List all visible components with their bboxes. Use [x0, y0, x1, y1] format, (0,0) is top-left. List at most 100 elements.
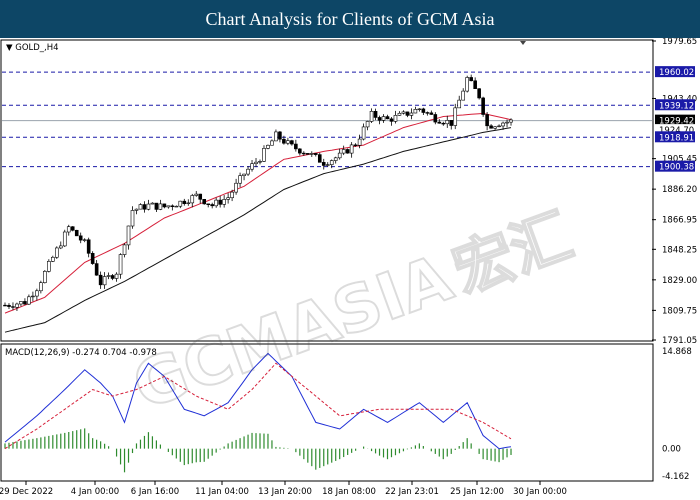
price-label: 1929.42 — [659, 117, 694, 127]
candle-body — [337, 152, 342, 159]
candle-body — [230, 191, 234, 199]
candle-body — [377, 117, 382, 121]
candle-body — [234, 182, 238, 193]
candle-body — [66, 226, 71, 233]
candle-body — [461, 90, 466, 101]
candle-body — [242, 173, 246, 176]
candle-body — [270, 140, 274, 146]
level-lines — [2, 71, 652, 168]
candle-body — [313, 153, 318, 155]
candle-body — [345, 149, 350, 154]
candle-body — [62, 231, 67, 247]
x-tick-label: 13 Jan 20:00 — [258, 487, 312, 497]
candle-body — [138, 204, 143, 210]
y-tick-label: 1809.75 — [662, 306, 697, 316]
y-tick-label: 1866.95 — [662, 216, 697, 226]
candle-body — [182, 200, 187, 204]
candle-body — [27, 296, 31, 305]
candle-body — [106, 275, 111, 277]
candle-body — [186, 202, 191, 204]
candle-body — [43, 271, 47, 283]
candle-body — [118, 254, 123, 275]
candle-body — [226, 197, 230, 200]
y-tick-label: 1848.25 — [662, 245, 697, 255]
candle-body — [190, 195, 195, 204]
candle-body — [47, 261, 51, 272]
candle-body — [473, 80, 477, 89]
candle-body — [349, 144, 354, 154]
candle-body — [31, 295, 35, 298]
price-label-box — [655, 124, 695, 136]
x-tick-label: 4 Jan 00:00 — [71, 487, 119, 497]
candle-body — [445, 120, 450, 125]
ma-line-red — [4, 112, 512, 314]
candle-body — [94, 263, 99, 276]
candle-body — [465, 77, 469, 92]
candle-body — [202, 199, 207, 205]
candle-body — [15, 303, 19, 308]
candle-body — [290, 140, 294, 145]
candle-body — [401, 111, 406, 114]
x-tick-label: 22 Jan 23:01 — [385, 487, 439, 497]
candle-body — [170, 205, 175, 207]
candle-body — [254, 161, 258, 165]
candle-body — [449, 120, 454, 126]
candle-body — [413, 108, 418, 114]
candle-body — [302, 152, 306, 155]
price-label-box — [655, 114, 695, 126]
candle-body — [509, 119, 513, 123]
candle-body — [150, 202, 155, 205]
candle-body — [39, 282, 43, 292]
candle-body — [250, 163, 254, 170]
candle-body — [325, 164, 330, 166]
candle-body — [130, 210, 135, 227]
candle-body — [114, 273, 119, 279]
candle-body — [485, 114, 489, 127]
candle-body — [505, 121, 509, 124]
candle-body — [437, 121, 442, 124]
signal-line — [4, 362, 512, 450]
y-tick-label: 1905.45 — [662, 155, 697, 165]
candles — [3, 74, 513, 311]
main-panel-frame — [0, 39, 654, 342]
y-tick-label: 1829.00 — [662, 276, 697, 286]
candle-body — [178, 200, 183, 207]
candle-body — [357, 138, 362, 146]
candle-body — [206, 203, 211, 205]
candle-body — [54, 247, 59, 258]
candle-body — [429, 112, 434, 115]
candle-body — [82, 239, 87, 241]
candle-body — [453, 107, 458, 126]
candle-body — [158, 203, 163, 210]
candle-body — [7, 304, 11, 307]
candle-body — [266, 144, 270, 149]
price-label: 1924.70 — [659, 126, 694, 136]
candle-body — [441, 122, 446, 125]
candle-body — [278, 131, 282, 140]
candle-body — [389, 118, 394, 122]
y-tick-label: 1886.20 — [662, 185, 697, 195]
x-tick-label: 29 Dec 2022 — [0, 487, 53, 497]
candle-body — [142, 204, 147, 210]
candle-body — [341, 149, 346, 154]
candle-body — [122, 244, 127, 255]
price-label-box — [655, 66, 695, 78]
macd-label: MACD(12,26,9) -0.274 0.704 -0.978 — [5, 348, 157, 358]
y-axis: 1979.651943.401905.451886.201866.951848.… — [652, 38, 697, 346]
candle-body — [501, 122, 505, 127]
candle-body — [86, 239, 91, 254]
candle-body — [298, 148, 302, 154]
candle-body — [317, 154, 322, 163]
x-tick-label: 18 Jan 08:00 — [322, 487, 376, 497]
candle-body — [274, 131, 278, 142]
candle-body — [126, 225, 131, 246]
candle-body — [469, 77, 473, 82]
candle-body — [417, 108, 422, 111]
candle-body — [78, 235, 83, 241]
candle-body — [329, 160, 334, 165]
candle-body — [146, 203, 151, 210]
candle-body — [361, 126, 366, 140]
candle-body — [74, 229, 79, 237]
price-label: 1939.12 — [659, 101, 694, 111]
